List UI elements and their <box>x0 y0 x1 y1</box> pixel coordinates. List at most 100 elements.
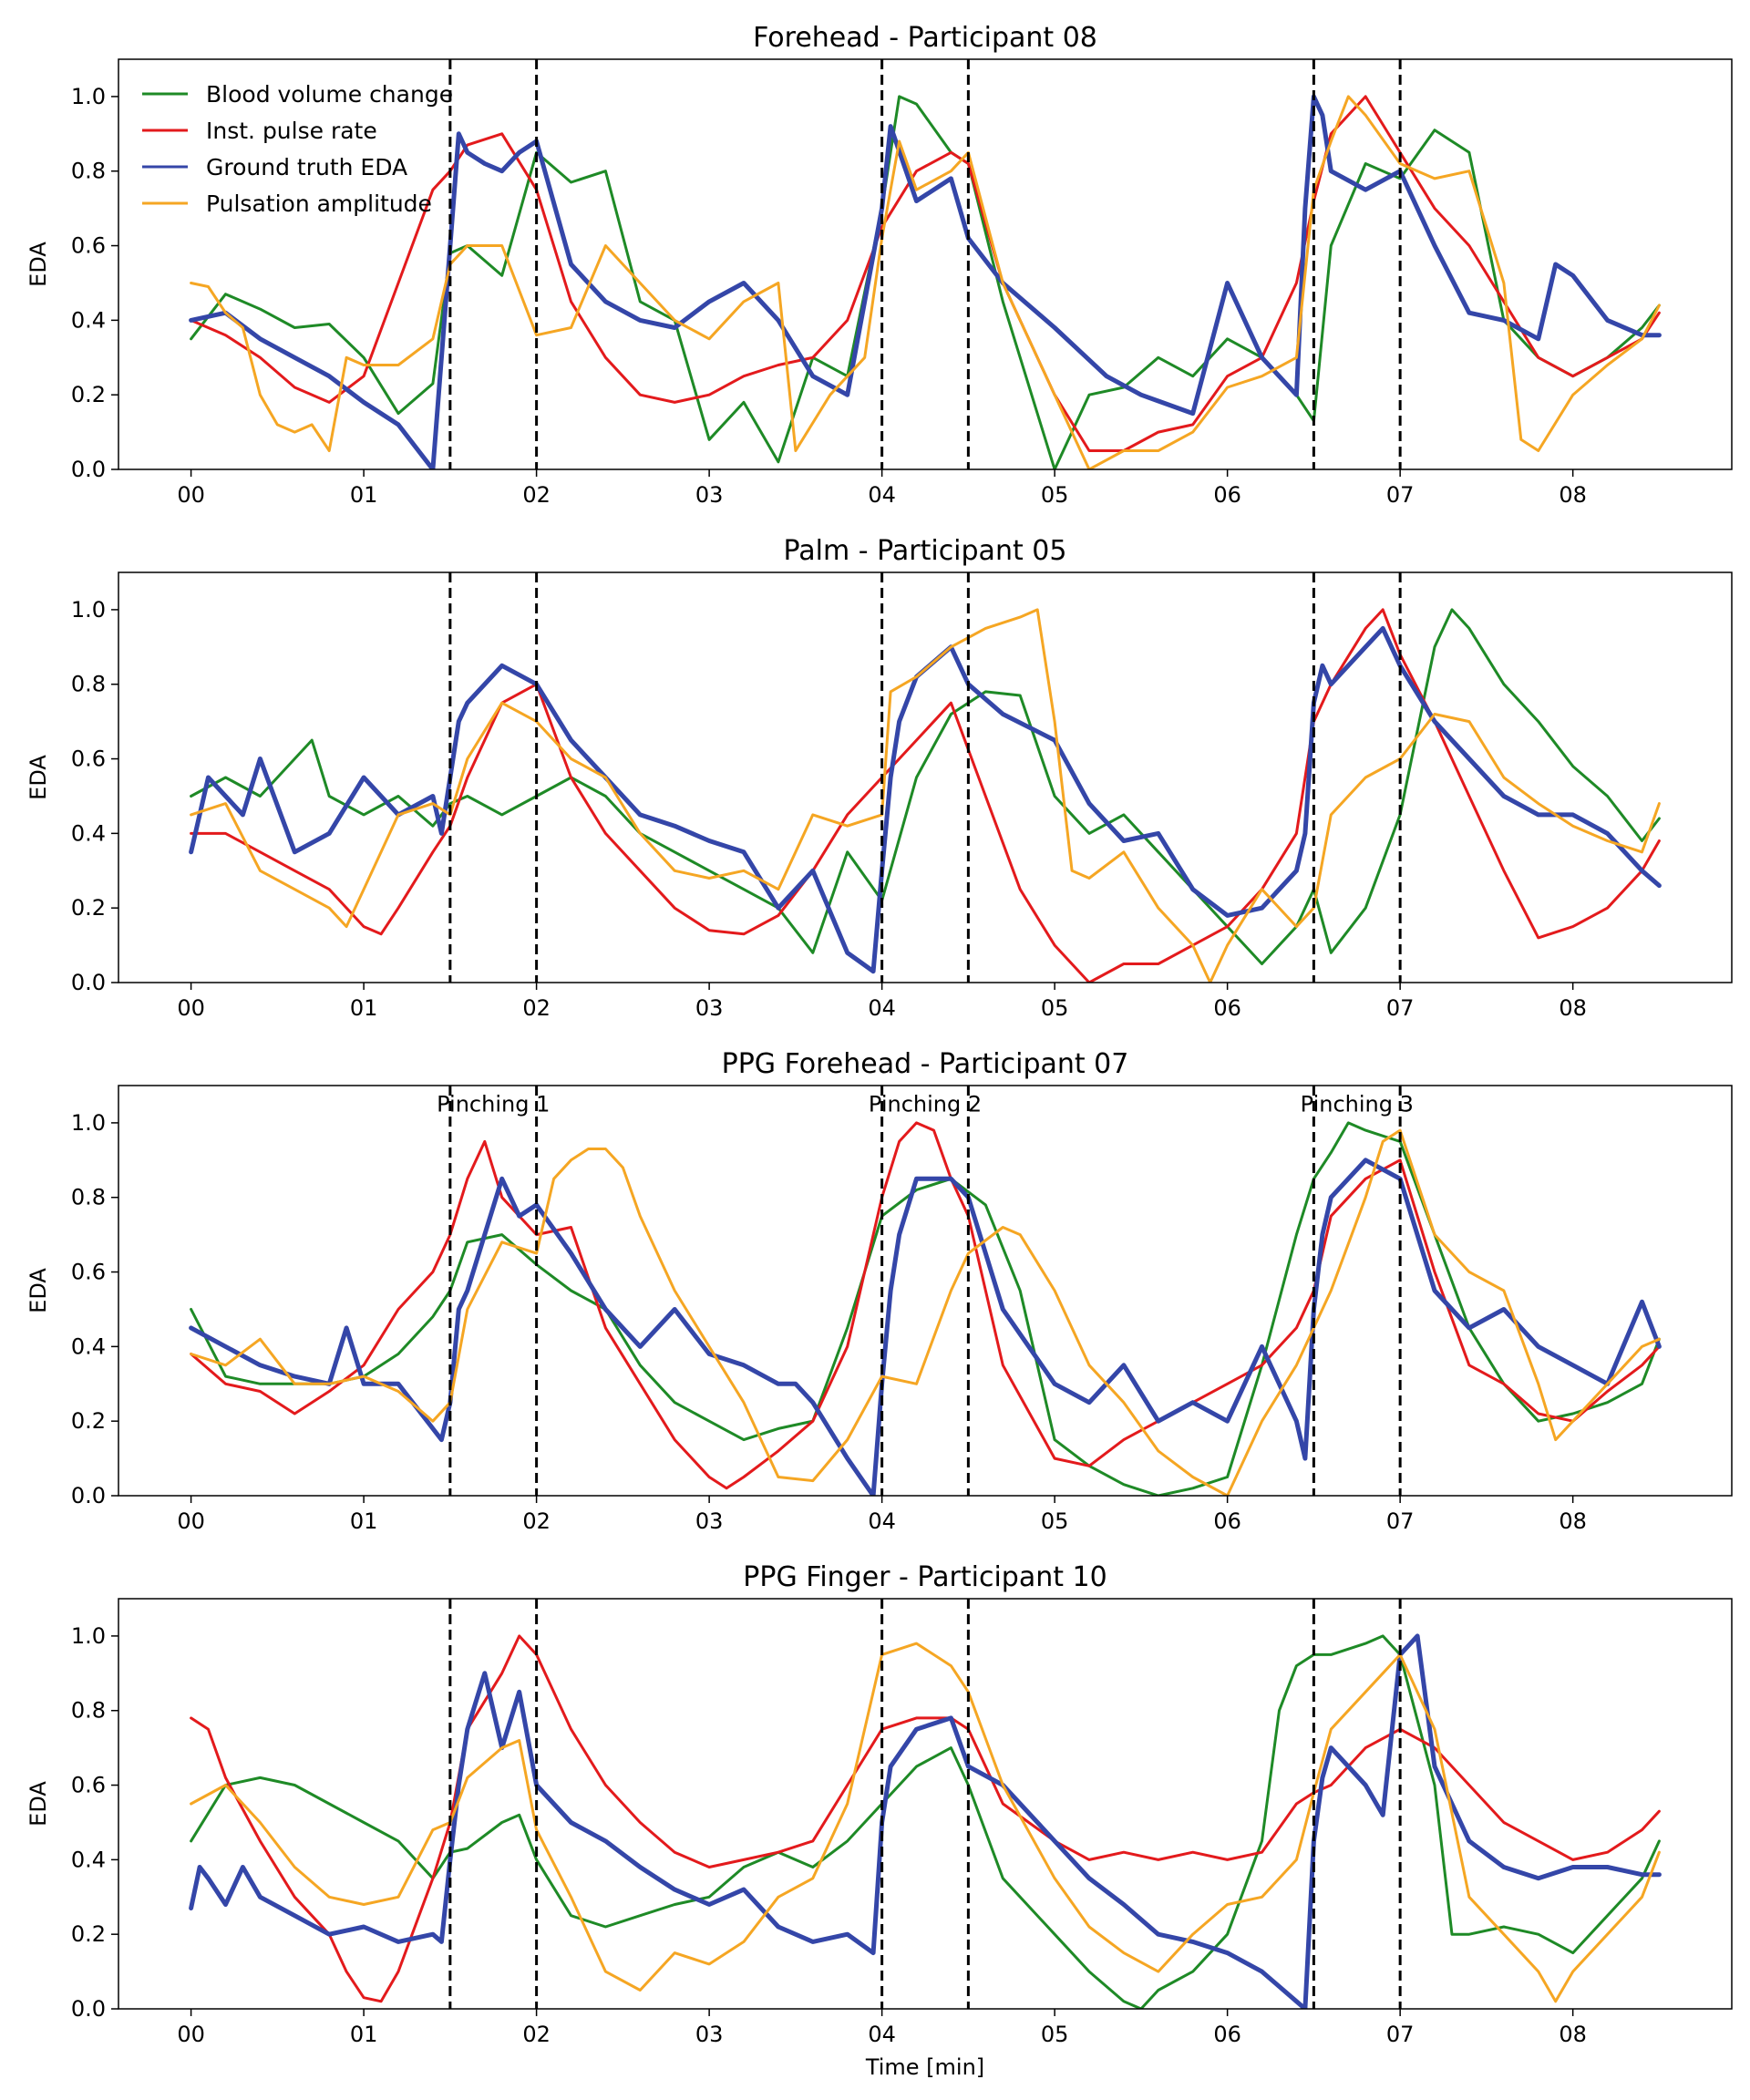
series-line-inst-pulse-rate <box>190 95 1661 452</box>
y-tick-label: 0.2 <box>71 1921 106 1947</box>
series-line-ground-truth-eda <box>189 625 1662 974</box>
x-tick-label: 00 <box>177 1508 205 1534</box>
y-tick-label: 0.8 <box>71 1185 106 1210</box>
series-line-pulsation-amplitude <box>190 1642 1661 2003</box>
legend: Blood volume change Inst. pulse rate Groun… <box>142 81 453 217</box>
x-tick-label: 07 <box>1386 482 1415 508</box>
x-tick-label: 03 <box>695 995 724 1021</box>
series-line-ground-truth-eda <box>189 94 1662 469</box>
chart-panel-2: Palm - Participant 05 EDA 00 01 02 03 04 05 06 07… <box>26 535 1733 1021</box>
x-tick-label: 07 <box>1386 1508 1415 1534</box>
x-tick-label: 07 <box>1386 995 1415 1021</box>
y-tick-label: 1.0 <box>71 1110 106 1136</box>
y-axis-label: EDA <box>26 1268 51 1313</box>
legend-label: Ground truth EDA <box>206 154 407 180</box>
y-tick-label: 0.6 <box>71 1260 106 1285</box>
y-tick-label: 0.8 <box>71 159 106 184</box>
y-tick-label: 0.2 <box>71 1408 106 1434</box>
series-line-pulsation-amplitude <box>190 1128 1661 1496</box>
pinching-annotation: Pinching 2 <box>869 1092 982 1117</box>
x-tick-label: 06 <box>1213 1508 1241 1534</box>
y-tick-label: 0.4 <box>71 820 106 846</box>
x-tick-label: 04 <box>868 1508 896 1534</box>
series-line-inst-pulse-rate <box>190 608 1661 983</box>
y-tick-label: 0.6 <box>71 746 106 772</box>
y-tick-label: 1.0 <box>71 84 106 109</box>
panel-title: PPG Forehead - Participant 07 <box>722 1048 1129 1080</box>
x-tick-label: 08 <box>1559 2022 1587 2047</box>
series-line-inst-pulse-rate <box>190 1121 1661 1490</box>
x-tick-label: 03 <box>695 482 724 508</box>
y-axis-label: EDA <box>26 755 51 800</box>
pinching-annotation: Pinching 3 <box>1301 1092 1414 1117</box>
x-tick-label: 01 <box>350 482 378 508</box>
x-tick-label: 03 <box>695 2022 724 2047</box>
x-tick-label: 05 <box>1041 482 1069 508</box>
x-tick-label: 08 <box>1559 482 1587 508</box>
panel-title: PPG Finger - Participant 10 <box>743 1561 1107 1593</box>
x-tick-label: 04 <box>868 995 896 1021</box>
y-tick-label: 0.8 <box>71 672 106 697</box>
x-tick-label: 01 <box>350 2022 378 2047</box>
series-line-blood-volume-change <box>190 608 1661 965</box>
legend-label: Blood volume change <box>206 81 453 108</box>
x-tick-label: 08 <box>1559 1508 1587 1534</box>
chart-panel-4: PPG Finger - Participant 10 EDA Time [min]… <box>26 1561 1733 2080</box>
legend-label: Inst. pulse rate <box>206 118 377 144</box>
axes-frame <box>118 1085 1733 1497</box>
y-axis-label: EDA <box>26 1781 51 1827</box>
axes-frame <box>118 571 1733 983</box>
x-tick-label: 02 <box>522 1508 551 1534</box>
y-tick-label: 0.2 <box>71 382 106 407</box>
series-line-pulsation-amplitude <box>190 608 1661 983</box>
x-tick-label: 04 <box>868 2022 896 2047</box>
axes-frame <box>118 58 1733 470</box>
series-line-ground-truth-eda <box>189 1158 1662 1496</box>
x-tick-label: 08 <box>1559 995 1587 1021</box>
y-tick-label: 0.4 <box>71 1847 106 1872</box>
y-axis-label: EDA <box>26 242 51 287</box>
x-tick-label: 00 <box>177 995 205 1021</box>
x-axis-label: Time [min] <box>865 2054 984 2080</box>
y-tick-label: 0.4 <box>71 1333 106 1359</box>
x-tick-label: 01 <box>350 1508 378 1534</box>
series-line-blood-volume-change <box>190 95 1661 469</box>
y-tick-label: 1.0 <box>71 1623 106 1649</box>
x-tick-label: 01 <box>350 995 378 1021</box>
y-tick-label: 0.0 <box>71 970 106 995</box>
y-tick-label: 0.0 <box>71 457 106 482</box>
x-tick-label: 02 <box>522 482 551 508</box>
y-tick-label: 0.6 <box>71 233 106 259</box>
panel-title: Palm - Participant 05 <box>784 535 1067 567</box>
x-tick-label: 04 <box>868 482 896 508</box>
x-tick-label: 00 <box>177 2022 205 2047</box>
y-tick-label: 0.0 <box>71 1996 106 2022</box>
x-tick-label: 06 <box>1213 2022 1241 2047</box>
x-tick-label: 07 <box>1386 2022 1415 2047</box>
chart-panel-3: PPG Forehead - Participant 07 EDA 00 01 02 03… <box>26 1048 1733 1534</box>
axes-frame <box>118 1598 1733 2010</box>
x-tick-label: 06 <box>1213 995 1241 1021</box>
x-tick-label: 05 <box>1041 1508 1069 1534</box>
y-tick-label: 0.6 <box>71 1773 106 1798</box>
x-tick-label: 06 <box>1213 482 1241 508</box>
y-tick-label: 0.4 <box>71 307 106 333</box>
x-tick-label: 02 <box>522 2022 551 2047</box>
legend-label: Pulsation amplitude <box>206 190 432 217</box>
x-tick-label: 05 <box>1041 2022 1069 2047</box>
x-tick-label: 02 <box>522 995 551 1021</box>
y-tick-label: 1.0 <box>71 597 106 623</box>
y-tick-label: 0.0 <box>71 1483 106 1508</box>
x-tick-label: 00 <box>177 482 205 508</box>
y-tick-label: 0.8 <box>71 1698 106 1724</box>
series-line-pulsation-amplitude <box>190 95 1661 469</box>
x-tick-label: 05 <box>1041 995 1069 1021</box>
series-line-inst-pulse-rate <box>190 1634 1661 2003</box>
chart-panel-1: Forehead - Participant 08 EDA 00 01 02 03 04 05… <box>26 22 1733 508</box>
x-tick-label: 03 <box>695 1508 724 1534</box>
y-tick-label: 0.2 <box>71 895 106 921</box>
series-line-blood-volume-change <box>190 1634 1661 2009</box>
pinching-annotation: Pinching 1 <box>437 1092 550 1117</box>
panel-title: Forehead - Participant 08 <box>753 22 1097 54</box>
